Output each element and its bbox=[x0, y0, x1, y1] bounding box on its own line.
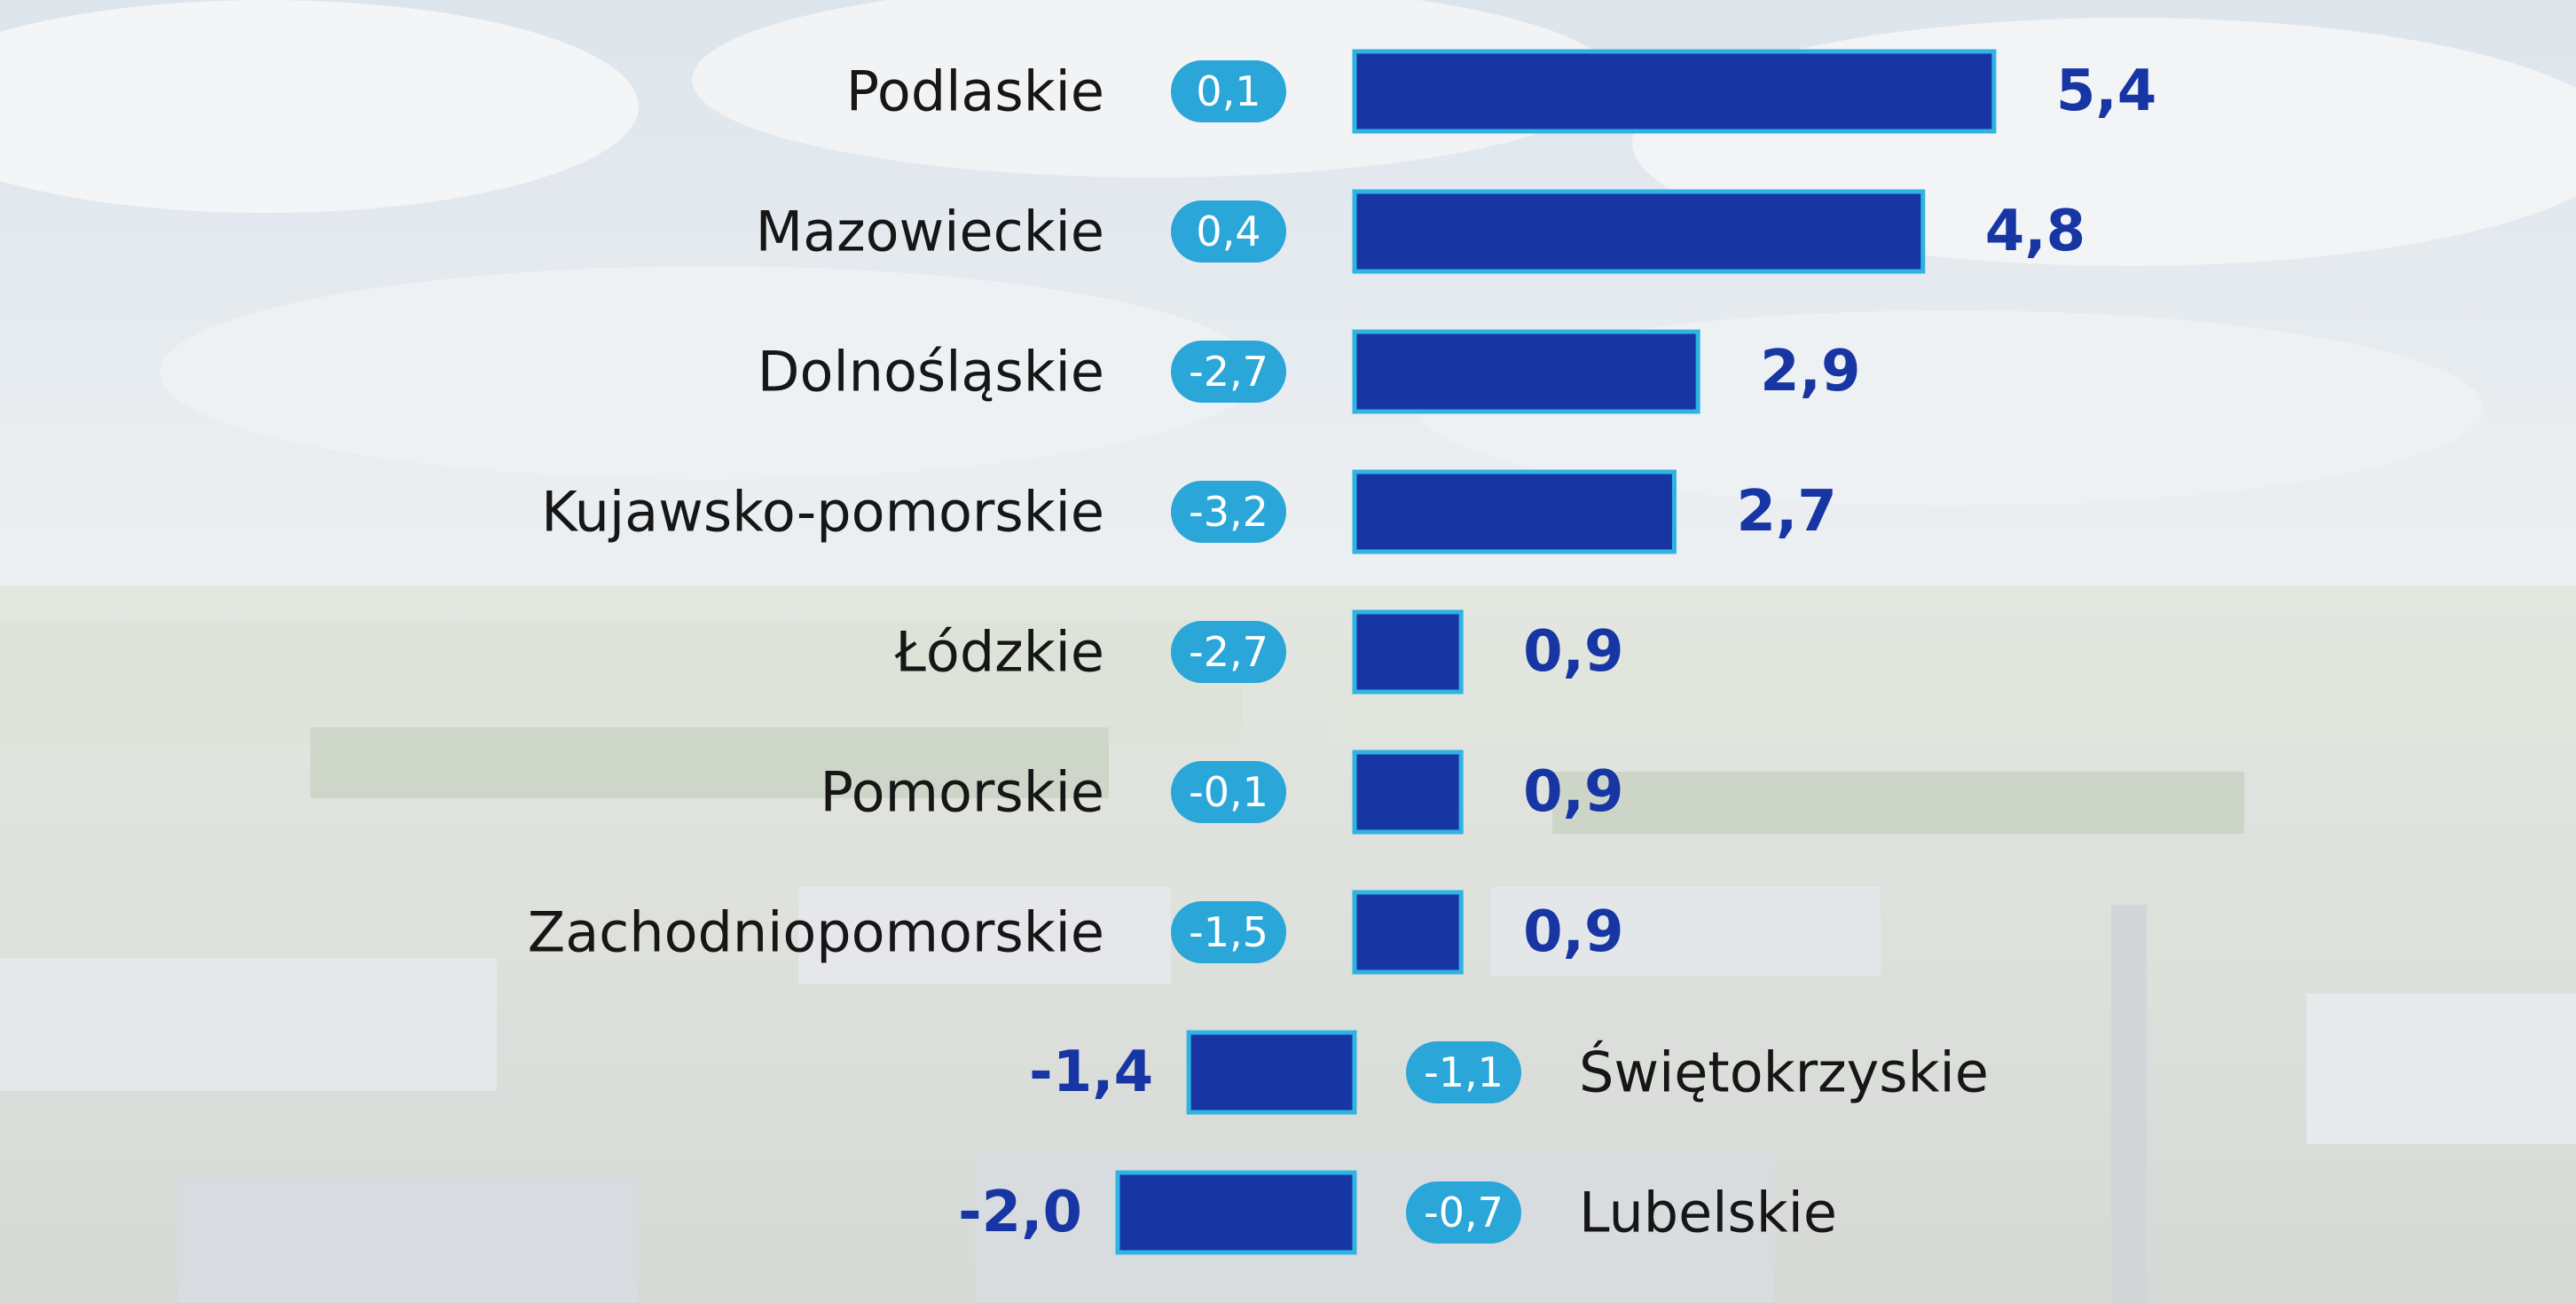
change-badge-dolnos-la-skie bbox=[1171, 341, 1286, 403]
bar-pomorskie bbox=[1352, 750, 1464, 835]
bar-kujawsko-pomorskie bbox=[1352, 469, 1677, 554]
value-label-kujawsko-pomorskie: 2,7 bbox=[1736, 479, 1836, 545]
change-badge-s-wie-tokrzyskie bbox=[1406, 1041, 1521, 1103]
change-label-podlaskie: 0,1 bbox=[1196, 67, 1261, 115]
change-label-kujawsko-pomorskie: -3,2 bbox=[1189, 488, 1268, 536]
change-label-zachodniopomorskie: -1,5 bbox=[1189, 908, 1268, 956]
region-label-pomorskie: Pomorskie bbox=[820, 760, 1104, 825]
change-label-lubelskie: -0,7 bbox=[1424, 1189, 1504, 1236]
change-badge-zachodniopomorskie bbox=[1171, 901, 1286, 963]
bar-mazowieckie bbox=[1352, 189, 1926, 274]
change-label-mazowieckie: 0,4 bbox=[1196, 208, 1261, 255]
value-label-mazowieckie: 4,8 bbox=[1985, 199, 2085, 264]
change-badge-lubelskie bbox=[1406, 1181, 1521, 1244]
change-label-s-wie-tokrzyskie: -1,1 bbox=[1424, 1048, 1504, 1096]
change-badge-kujawsko-pomorskie bbox=[1171, 481, 1286, 543]
value-label-zachodniopomorskie: 0,9 bbox=[1523, 899, 1623, 965]
change-badge--o-dzkie bbox=[1171, 621, 1286, 683]
value-label-podlaskie: 5,4 bbox=[2056, 59, 2156, 124]
region-label-kujawsko-pomorskie: Kujawsko-pomorskie bbox=[541, 480, 1104, 545]
region-label-lubelskie: Lubelskie bbox=[1579, 1181, 1837, 1245]
value-label-s-wie-tokrzyskie: -1,4 bbox=[1029, 1040, 1153, 1105]
bar--o-dzkie bbox=[1352, 609, 1464, 695]
value-label--o-dzkie: 0,9 bbox=[1523, 619, 1623, 685]
bar-dolnos-la-skie bbox=[1352, 329, 1700, 414]
region-label-mazowieckie: Mazowieckie bbox=[756, 200, 1104, 264]
bar-zachodniopomorskie bbox=[1352, 890, 1464, 975]
change-label-pomorskie: -0,1 bbox=[1189, 768, 1268, 816]
region-label-s-wie-tokrzyskie: Świętokrzyskie bbox=[1579, 1040, 1989, 1105]
bar-podlaskie bbox=[1352, 49, 1997, 134]
change-badge-pomorskie bbox=[1171, 761, 1286, 823]
value-label-dolnos-la-skie: 2,9 bbox=[1760, 339, 1860, 404]
region-label-podlaskie: Podlaskie bbox=[846, 59, 1104, 124]
region-label-dolnos-la-skie: Dolnośląskie bbox=[758, 340, 1104, 404]
change-label-dolnos-la-skie: -2,7 bbox=[1189, 348, 1268, 396]
region-label--o-dzkie: Łódzkie bbox=[894, 620, 1104, 685]
region-label-zachodniopomorskie: Zachodniopomorskie bbox=[528, 900, 1104, 965]
change-badge-podlaskie bbox=[1171, 60, 1286, 122]
bar-s-wie-tokrzyskie bbox=[1186, 1030, 1357, 1115]
change-label--o-dzkie: -2,7 bbox=[1189, 628, 1268, 676]
value-label-pomorskie: 0,9 bbox=[1523, 759, 1623, 825]
bar-lubelskie bbox=[1115, 1170, 1357, 1255]
change-badge-mazowieckie bbox=[1171, 200, 1286, 263]
value-label-lubelskie: -2,0 bbox=[958, 1180, 1082, 1245]
